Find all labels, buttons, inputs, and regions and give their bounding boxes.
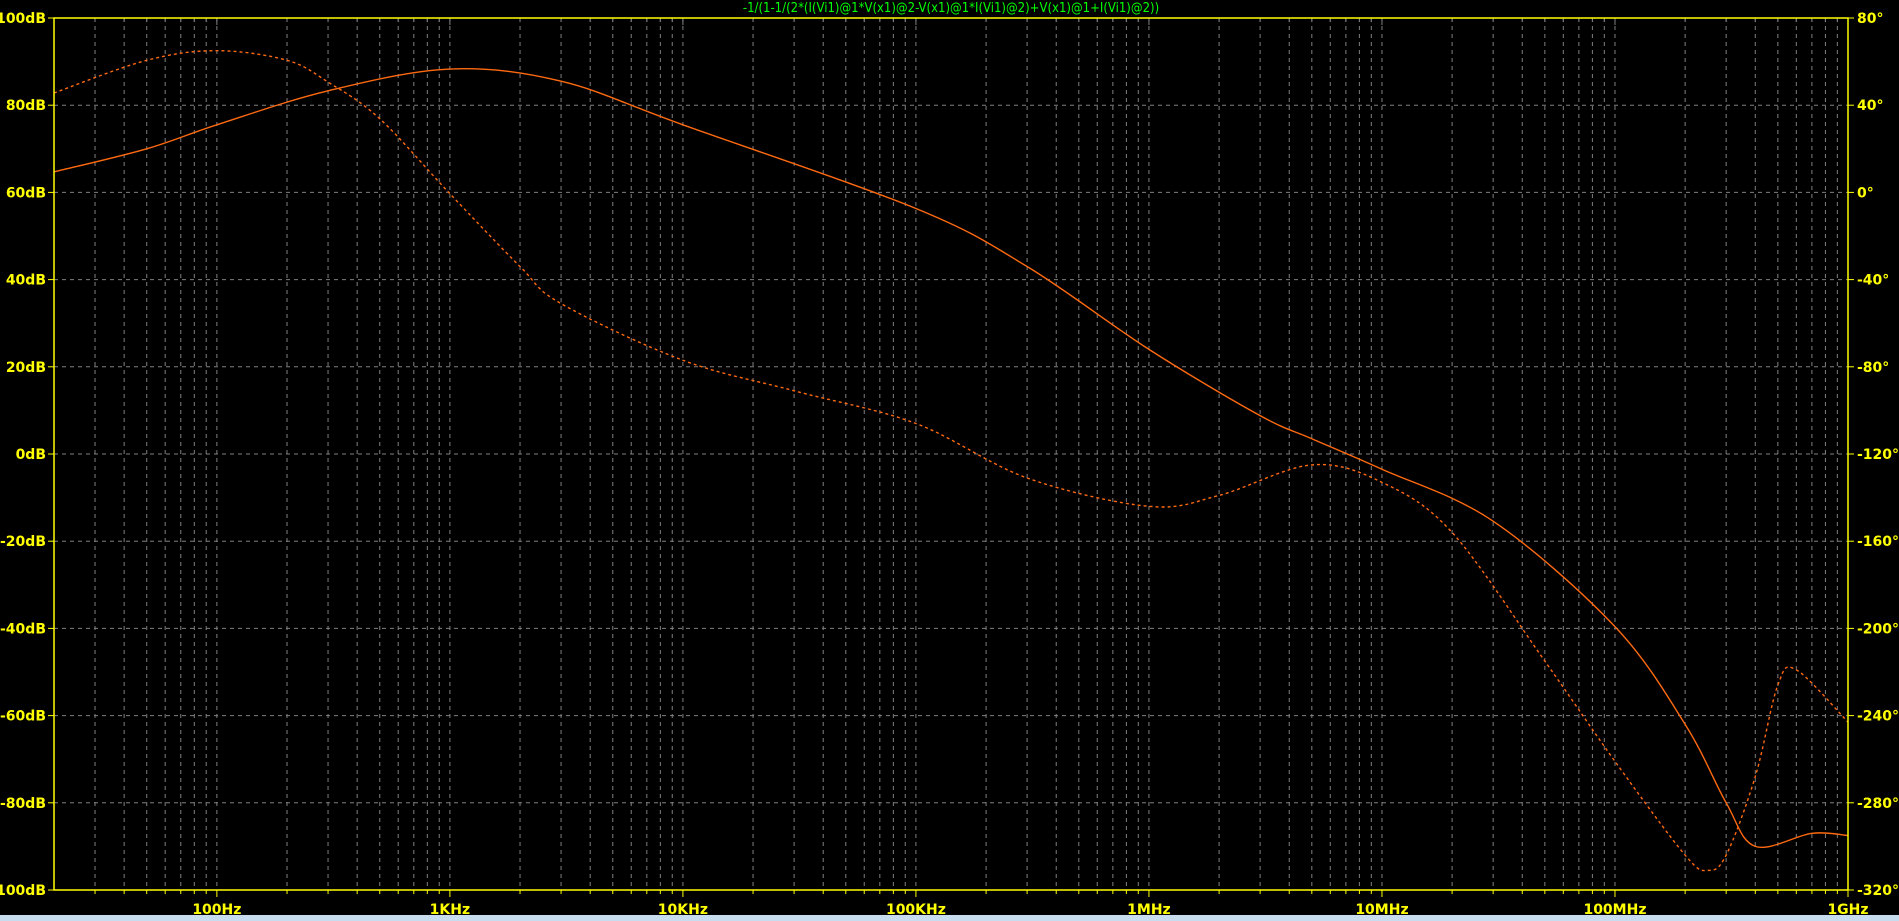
x-tick-label: 10MHz: [1355, 902, 1408, 918]
y-right-tick-label: -240°: [1857, 709, 1899, 725]
grid: [54, 18, 1848, 890]
y-left-tick-label: 20dB: [6, 360, 46, 376]
y-right-tick-label: -320°: [1857, 883, 1899, 899]
y-right-tick-label: 80°: [1857, 11, 1883, 27]
y-left-tick-label: 60dB: [6, 185, 46, 201]
window-border: [0, 915, 1899, 921]
y-right-tick-label: 0°: [1857, 185, 1874, 201]
y-left-tick-label: -100dB: [0, 883, 46, 899]
x-tick-label: 10KHz: [658, 902, 708, 918]
x-tick-label: 100Hz: [192, 902, 241, 918]
x-tick-label: 1GHz: [1827, 902, 1868, 918]
x-tick-label: 100MHz: [1583, 902, 1646, 918]
x-tick-label: 1KHz: [430, 902, 470, 918]
plot-frame: [53, 17, 1849, 891]
y-left-tick-label: 100dB: [0, 11, 46, 27]
y-left-tick-label: -60dB: [0, 709, 46, 725]
y-left-tick-label: -20dB: [0, 534, 46, 550]
curves: [53, 49, 1849, 872]
y-right-tick-label: -280°: [1857, 796, 1899, 812]
x-tick-label: 100KHz: [886, 902, 946, 918]
y-right-tick-label: -40°: [1857, 273, 1889, 289]
y-right-tick-label: -160°: [1857, 534, 1899, 550]
magnitude-trace: [53, 68, 1849, 849]
y-right-tick-label: -120°: [1857, 447, 1899, 463]
axes: -100dB -80dB -60dB -40dB -20dB 0dB 20dB 40dB 60d…: [0, 11, 1899, 918]
y-left-tick-label: 40dB: [6, 273, 46, 289]
y-left-tick-label: 80dB: [6, 98, 46, 114]
y-left-tick-label: -40dB: [0, 621, 46, 637]
y-right-tick-label: -200°: [1857, 621, 1899, 637]
trace-expression-title[interactable]: -1/(1-1/(2*(I(Vi1)@1*V(x1)@2-V(x1)@1*I(V…: [743, 1, 1159, 16]
y-left-tick-label: 0dB: [16, 447, 46, 463]
x-tick-label: 1MHz: [1127, 902, 1171, 918]
y-right-tick-label: -80°: [1857, 360, 1889, 376]
y-left-tick-label: -80dB: [0, 796, 46, 812]
y-right-tick-label: 40°: [1857, 98, 1883, 114]
